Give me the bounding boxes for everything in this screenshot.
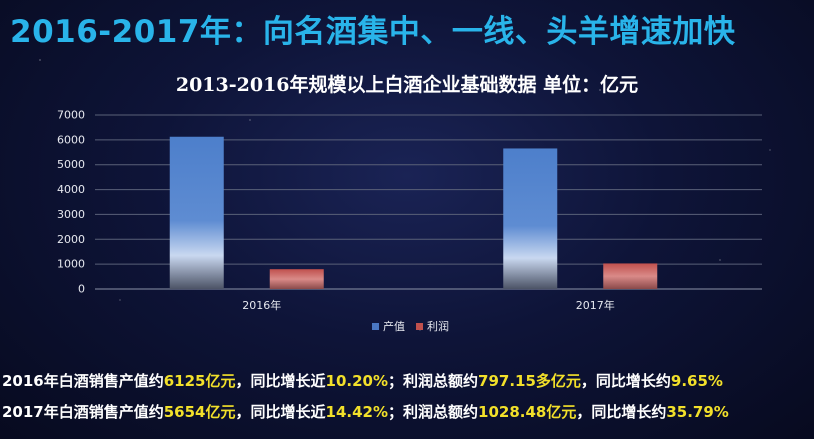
legend-label-利润: 利润 <box>427 319 449 333</box>
y-tick-label: 3000 <box>57 208 85 221</box>
summary-2017-profit-growth: 35.79% <box>666 403 729 421</box>
chart-title: 2013-2016年规模以上白酒企业基础数据 单位：亿元 <box>175 74 639 96</box>
y-tick-label: 1000 <box>57 258 85 271</box>
bar-利润-2017年 <box>603 263 658 289</box>
legend-swatch-利润 <box>416 323 423 330</box>
summary-2017-text-3: ；利润总额约 <box>388 403 479 421</box>
summary-line-2017: 2017年白酒销售产值约5654亿元，同比增长近14.42%；利润总额约1028… <box>2 401 729 422</box>
y-tick-label: 7000 <box>57 109 85 122</box>
y-tick-label: 5000 <box>57 158 85 171</box>
y-tick-label: 0 <box>78 283 85 296</box>
bar-利润-2016年 <box>269 269 324 289</box>
y-axis: 0 1000 2000 3000 4000 5000 6000 7000 <box>57 109 85 296</box>
y-tick-label: 2000 <box>57 233 85 246</box>
summary-2017-text-4: ，同比增长约 <box>576 403 667 421</box>
summary-2017-output-growth: 14.42% <box>325 403 388 421</box>
y-tick-label: 4000 <box>57 183 85 196</box>
y-tick-label: 6000 <box>57 133 85 146</box>
bar-产值-2016年 <box>169 136 224 289</box>
summary-2016-text-1: 2016年白酒销售产值约 <box>2 372 164 390</box>
bars <box>169 136 658 289</box>
summary-2017-text-2: ，同比增长近 <box>235 403 326 421</box>
x-axis: 2016年 2017年 <box>242 298 615 312</box>
x-tick-label: 2017年 <box>576 298 615 312</box>
summary-line-2016: 2016年白酒销售产值约6125亿元，同比增长近10.20%；利润总额约797.… <box>2 370 723 391</box>
summary-2017-text-1: 2017年白酒销售产值约 <box>2 403 164 421</box>
summary-2016-text-4: ，同比增长约 <box>580 372 671 390</box>
legend-swatch-产值 <box>372 323 379 330</box>
summary-2016-text-2: ，同比增长近 <box>235 372 326 390</box>
bar-chart: 0 1000 2000 3000 4000 5000 6000 7000 2016年 2017年… <box>57 109 762 333</box>
summary-2016-output-growth: 10.20% <box>325 372 388 390</box>
summary-2016-profit-value: 797.15多亿元 <box>478 372 581 390</box>
legend-label-产值: 产值 <box>383 319 405 333</box>
x-tick-label: 2016年 <box>242 298 281 312</box>
summary-2016-text-3: ；利润总额约 <box>388 372 479 390</box>
summary-2017-profit-value: 1028.48亿元 <box>478 403 577 421</box>
page-title: 2016-2017年：向名酒集中、一线、头羊增速加快 <box>10 14 736 50</box>
summary-2017-output-value: 5654亿元 <box>163 403 236 421</box>
summary-2016-output-value: 6125亿元 <box>163 372 236 390</box>
legend: 产值 利润 <box>372 319 449 333</box>
summary-2016-profit-growth: 9.65% <box>670 372 723 390</box>
bar-产值-2017年 <box>503 148 558 289</box>
